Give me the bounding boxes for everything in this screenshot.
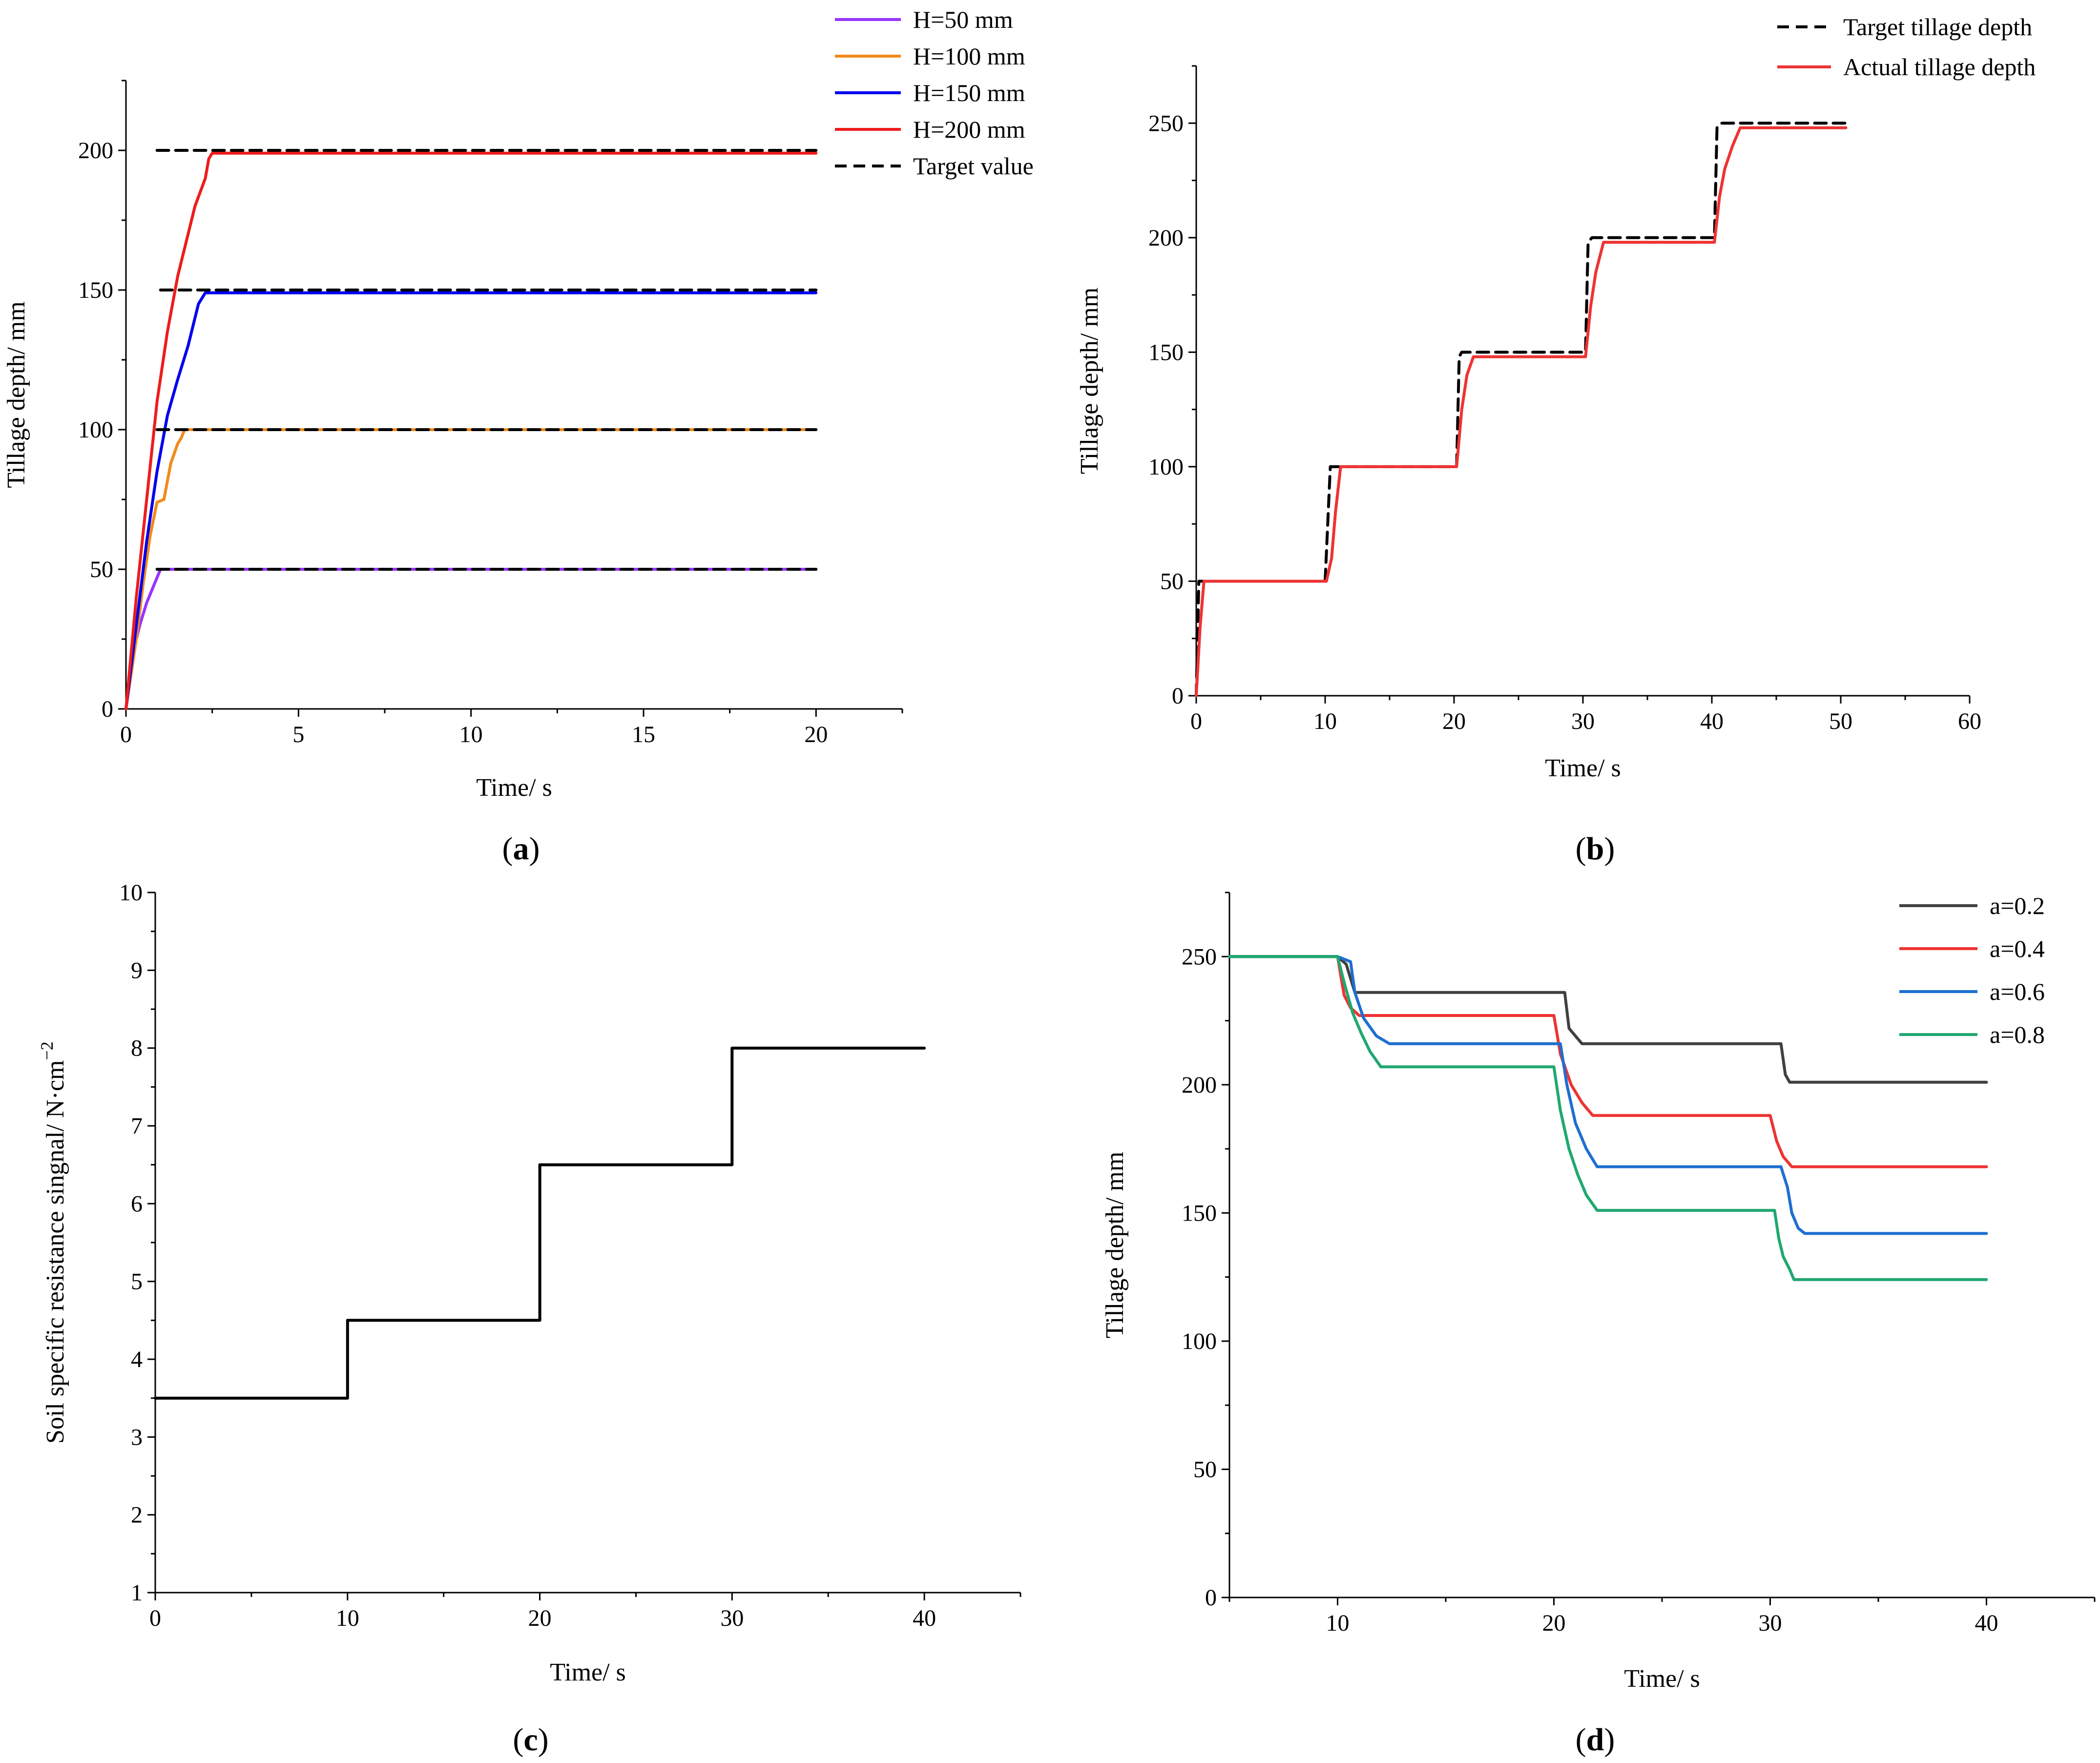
y-tick-label: 1 [131,1580,143,1606]
series-line [1228,955,1988,1235]
legend-label: H=150 mm [913,79,1025,106]
x-tick-label: 40 [913,1605,936,1631]
x-tick-label: 20 [804,722,828,747]
legend-label: H=100 mm [913,42,1025,70]
y-tick-label: 50 [90,557,113,582]
x-tick-label: 20 [528,1605,552,1631]
x-tick-label: 10 [1326,1610,1350,1636]
x-tick-label: 0 [120,722,132,747]
x-tick-label: 60 [1958,708,1981,734]
panel-c: 0 10 20 30 40 1 2 3 4 5 6 7 8 9 10 Time/ s Soil specific… [37,880,1021,1758]
y-tick-label: 10 [119,880,143,906]
y-tick-label: 0 [1172,683,1184,709]
y-tick-label: 250 [1182,944,1217,970]
y-tick-label: 150 [1148,339,1184,365]
series-line [125,151,818,710]
y-axis-title: Tillage depth/ mm [2,301,30,488]
y-tick-label: 0 [102,696,113,722]
x-tick-label: 30 [1759,1610,1782,1636]
x-tick-label: 40 [1700,708,1724,734]
y-tick-label: 150 [1182,1200,1217,1226]
x-tick-label: 10 [459,722,483,747]
x-axis-title: Time/ s [1624,1665,1700,1693]
x-axis-title: Time/ s [476,774,552,802]
panel-letter: a [513,831,529,867]
x-tick-label: 40 [1975,1610,1998,1636]
panel-d: 10 20 30 40 0 50 100 150 200 250 Time/ s Tillage de… [1101,892,2096,1758]
x-axis-title: Time/ s [1545,754,1621,782]
y-tick-label: 200 [1148,225,1184,251]
panel-label: (d) [1576,1722,1615,1758]
x-tick-label: 50 [1829,708,1852,734]
series-line [1195,126,1848,697]
y-tick-label: 5 [131,1269,143,1295]
y-tick-label: 4 [131,1347,143,1372]
y-tick-label: 100 [78,417,113,443]
y-tick-label: 200 [1182,1072,1217,1098]
y-tick-label: 50 [1193,1456,1217,1482]
y-tick-label: 100 [1182,1328,1217,1354]
legend-label: H=200 mm [913,116,1025,143]
series-line [125,428,818,710]
series-line [154,1046,926,1400]
panel-label: (b) [1576,831,1615,867]
legend-label: a=0.4 [1990,935,2045,962]
y-tick-label: 2 [131,1502,143,1528]
legend-label: Target value [913,152,1034,180]
y-tick-label: 50 [1160,568,1184,594]
series-line [1228,955,1988,1281]
legend-label: a=0.6 [1990,978,2045,1005]
series-line [125,568,818,710]
legend-label: a=0.8 [1990,1021,2045,1048]
x-tick-label: 20 [1542,1610,1566,1636]
series-line [125,291,818,710]
y-tick-label: 0 [1205,1585,1217,1611]
x-tick-label: 0 [1190,708,1202,734]
y-tick-label: 7 [131,1113,143,1139]
y-tick-label: 8 [131,1036,143,1061]
y-tick-label: 250 [1148,110,1184,136]
legend-label: Target tillage depth [1843,13,2032,41]
x-tick-label: 15 [632,722,655,747]
y-tick-label: 9 [131,957,143,983]
legend-label: a=0.2 [1990,892,2045,919]
x-tick-label: 0 [149,1605,161,1631]
x-tick-label: 20 [1442,708,1466,734]
y-axis-title-superscript: −2 [37,1041,57,1060]
x-tick-label: 30 [720,1605,744,1631]
panel-label: (c) [513,1722,548,1758]
y-tick-label: 6 [131,1191,143,1217]
y-tick-label: 100 [1148,454,1184,480]
y-axis-title: Tillage depth/ mm [1101,1152,1129,1338]
panel-letter: b [1586,831,1604,867]
y-axis-title: Soil specific resistance singnal/ N·cm−2 [37,1041,69,1444]
x-axis-title: Time/ s [550,1659,626,1686]
y-axis-title: Tillage depth/ mm [1076,288,1103,474]
panel-b: 0 10 20 30 40 50 60 0 50 100 150 200 250 Time/ s Tilla… [1076,13,2036,867]
legend-label: H=50 mm [913,6,1013,33]
panel-letter: d [1586,1722,1604,1758]
legend-label: Actual tillage depth [1843,53,2036,81]
y-tick-label: 3 [131,1424,143,1450]
series-line [1228,955,1988,1168]
series-line [1228,955,1988,1084]
x-tick-label: 30 [1571,708,1595,734]
y-tick-label: 150 [78,277,113,303]
y-tick-label: 200 [78,138,113,164]
panel-label: (a) [502,831,540,867]
series-line [1195,122,1848,697]
x-tick-label: 10 [336,1605,359,1631]
panel-letter: c [523,1722,538,1758]
x-tick-label: 5 [292,722,304,747]
x-tick-label: 10 [1313,708,1337,734]
